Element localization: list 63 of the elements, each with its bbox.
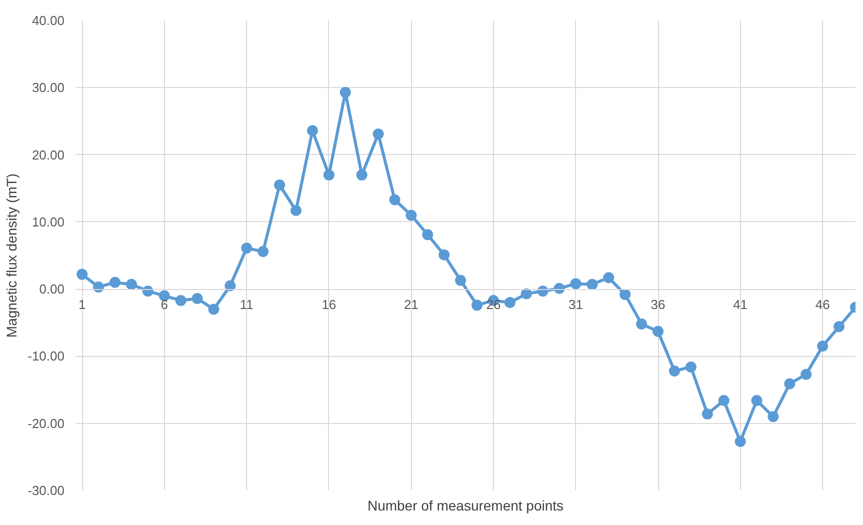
point	[438, 249, 450, 260]
point	[603, 272, 614, 284]
point	[685, 361, 696, 372]
point	[570, 278, 582, 290]
point	[241, 242, 252, 254]
point	[389, 194, 400, 206]
point	[175, 294, 186, 306]
point	[504, 297, 516, 308]
point	[422, 229, 434, 240]
point	[620, 288, 631, 300]
x-tick-label: 31	[568, 297, 583, 312]
point	[406, 210, 417, 221]
point	[192, 292, 203, 304]
x-tick-label: 36	[650, 297, 666, 312]
y-tick-label: -10.00	[28, 348, 65, 364]
point	[142, 286, 154, 297]
x-tick-label: 6	[160, 297, 168, 312]
point	[126, 278, 137, 290]
point	[834, 321, 845, 332]
point	[274, 180, 286, 190]
point	[734, 436, 746, 447]
point	[652, 326, 664, 337]
point	[323, 169, 334, 180]
point	[158, 290, 170, 302]
x-tick-label: 11	[240, 297, 254, 312]
point	[76, 268, 88, 280]
point	[93, 282, 104, 293]
point	[208, 304, 220, 315]
point	[306, 125, 318, 136]
y-tick-label: 40.00	[32, 13, 65, 28]
point	[586, 278, 598, 290]
point	[702, 408, 713, 420]
y-tick-label: 30.00	[32, 80, 65, 96]
point	[718, 395, 730, 406]
point	[768, 411, 779, 422]
point	[668, 365, 680, 376]
point	[751, 395, 762, 406]
point	[472, 300, 483, 311]
x-tick-label: 46	[815, 297, 830, 312]
point	[636, 318, 648, 330]
x-axis-title: Number of measurement points	[367, 498, 564, 514]
point	[290, 205, 302, 216]
point	[800, 368, 812, 380]
y-tick-label: 20.00	[32, 147, 65, 162]
point	[258, 246, 269, 257]
y-tick-label: 0.00	[39, 282, 65, 297]
point	[455, 274, 466, 286]
point	[224, 280, 236, 292]
point	[109, 276, 120, 288]
point	[817, 340, 828, 352]
x-tick-label: 1	[78, 297, 86, 312]
y-tick-label: -30.00	[28, 483, 65, 498]
point	[372, 128, 384, 140]
x-tick-label: 41	[733, 297, 748, 312]
point	[340, 86, 351, 98]
point	[784, 378, 796, 390]
y-tick-label: 10.00	[32, 214, 65, 230]
x-tick-label: 21	[404, 297, 418, 312]
y-tick-label: -20.00	[28, 416, 65, 431]
x-tick-label: 16	[322, 297, 336, 312]
y-axis-title: Magnetic flux density (mT)	[4, 173, 20, 338]
point	[356, 169, 368, 180]
point	[520, 288, 532, 300]
